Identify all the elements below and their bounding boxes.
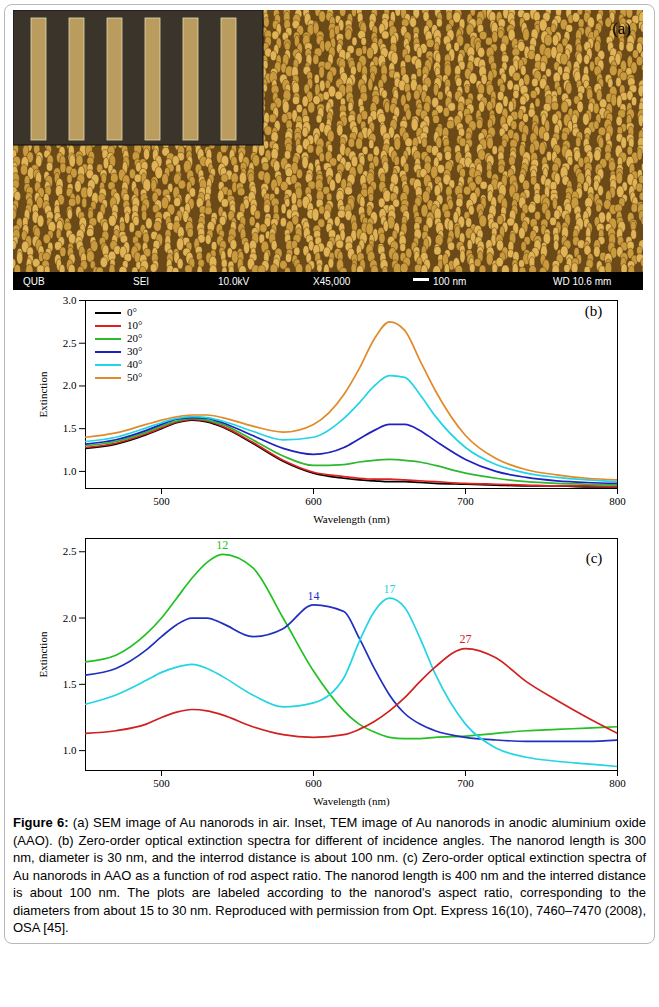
svg-text:Wavelength (nm): Wavelength (nm) [313,513,390,526]
svg-text:14: 14 [308,589,320,603]
svg-text:3.0: 3.0 [63,294,77,306]
svg-text:2.0: 2.0 [63,379,77,391]
svg-text:2.5: 2.5 [63,545,77,557]
svg-text:Extinction: Extinction [37,371,49,417]
html-text:20°: 20° [127,332,143,344]
html-text:30°: 30° [127,345,143,357]
svg-text:600: 600 [305,495,322,507]
svg-text:500: 500 [153,495,170,507]
svg-text:700: 700 [457,777,474,789]
svg-text:1.5: 1.5 [63,678,77,690]
html-text:40°: 40° [127,358,143,370]
svg-text:800: 800 [609,495,626,507]
svg-text:10.0kV: 10.0kV [218,276,249,287]
svg-text:1.5: 1.5 [63,422,77,434]
svg-text:1.0: 1.0 [63,465,77,477]
svg-text:WD 10.6 mm: WD 10.6 mm [553,276,611,287]
svg-text:(c): (c) [586,550,603,567]
svg-text:Extinction: Extinction [37,631,49,677]
html-text:50°: 50° [127,371,143,383]
svg-text:(a): (a) [612,19,631,38]
svg-text:2.0: 2.0 [63,612,77,624]
svg-text:600: 600 [305,777,322,789]
svg-text:800: 800 [609,777,626,789]
svg-text:X45,000: X45,000 [313,276,351,287]
svg-text:Wavelength (nm): Wavelength (nm) [313,795,390,808]
html-text:10°: 10° [127,319,143,331]
svg-text:QUB: QUB [23,276,45,287]
svg-text:27: 27 [460,632,472,646]
svg-text:(b): (b) [585,303,603,320]
svg-text:SEI: SEI [133,276,149,287]
svg-text:100 nm: 100 nm [433,276,466,287]
svg-text:1.0: 1.0 [63,744,77,756]
html-text:0°: 0° [127,306,137,318]
svg-text:700: 700 [457,495,474,507]
svg-text:12: 12 [216,538,228,552]
html-text:Figure 6: (a) SEM image of Au: Figure 6: (a) SEM image of Au nanorods i… [13,815,646,935]
svg-text:500: 500 [153,777,170,789]
svg-text:2.5: 2.5 [63,337,77,349]
svg-text:17: 17 [384,582,396,596]
